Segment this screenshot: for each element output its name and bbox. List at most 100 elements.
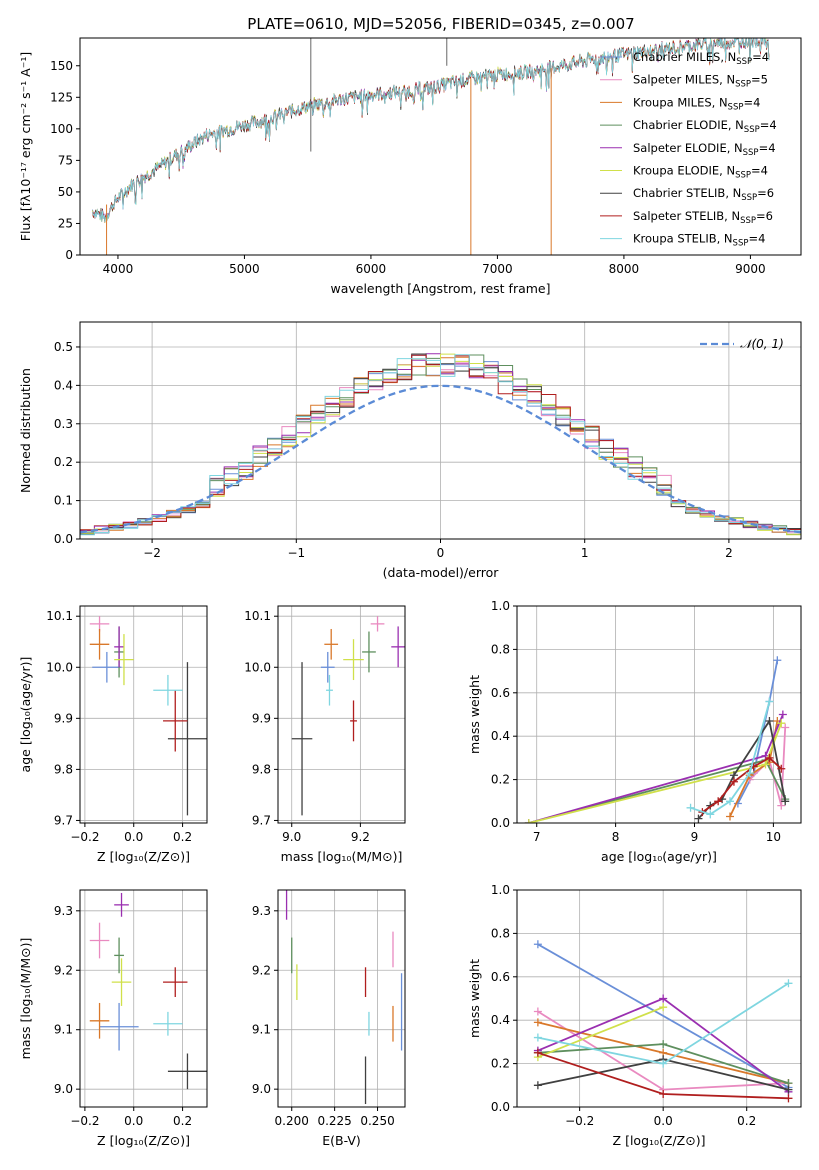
axes-frame xyxy=(79,889,208,1108)
legend-label: 𝒩(0, 1) xyxy=(740,337,784,351)
x-tick-label: 0 xyxy=(437,546,445,560)
panel-spectrum: Chabrier MILES, NSSP=4 Salpeter MILES, NS… xyxy=(18,37,802,296)
y-axis-label: age [log₁₀(age/yr)] xyxy=(18,657,33,773)
x-axis-label: age [log₁₀(age/yr)] xyxy=(601,849,717,864)
weight-marker-salpeter_elodie xyxy=(778,710,787,719)
x-axis-label: wavelength [Angstrom, rest frame] xyxy=(330,281,550,296)
y-axis-label: mass weight xyxy=(467,959,482,1038)
x-tick-label: 0.0 xyxy=(654,1114,673,1128)
x-tick-label: −0.2 xyxy=(70,1114,99,1128)
weight-marker-kroupa_stelib xyxy=(726,797,734,806)
x-tick-label: 5000 xyxy=(229,262,260,276)
axes-frame xyxy=(516,889,802,1108)
plot-area-massweight_vs_Z xyxy=(533,940,793,1103)
y-tick-label: 9.3 xyxy=(252,904,271,918)
weight-marker-salpeter_stelib xyxy=(777,764,786,773)
y-tick-label: 0.4 xyxy=(491,729,510,743)
panel-mass_vs_Z: −0.2 0.0 0.2 9.0 9.1 9.2 9.3 Z [log₁₀(Z/Z⊙)] mas… xyxy=(18,889,208,1148)
weight-marker-kroupa_elodie xyxy=(524,819,533,823)
y-tick-label: 0.2 xyxy=(491,773,510,787)
y-tick-label: 1.0 xyxy=(491,599,510,613)
x-axis-label: Z [log₁₀(Z/Z⊙)] xyxy=(613,1133,706,1148)
panel-age_vs_Z: −0.2 0.0 0.2 9.7 9.8 9.9 10.0 10.1 Z [log₁₀(Z/Z⊙… xyxy=(18,605,208,864)
y-tick-label: 10.1 xyxy=(244,609,271,623)
weight-marker-salpeter_stelib xyxy=(729,777,738,786)
weight-marker-salpeter_stelib xyxy=(714,797,723,806)
weight-marker-salpeter_stelib xyxy=(784,1094,793,1103)
weight-marker-kroupa_elodie xyxy=(659,1003,668,1012)
weight-marker-kroupa_stelib xyxy=(533,1033,542,1042)
weight-marker-salpeter_stelib xyxy=(659,1089,668,1098)
x-tick-label: 8 xyxy=(612,830,620,844)
y-tick-label: 9.8 xyxy=(252,762,271,776)
x-tick-label: 6000 xyxy=(356,262,387,276)
y-tick-label: 9.2 xyxy=(54,963,73,977)
weight-marker-chabrier_miles xyxy=(773,656,782,665)
legend-label: Salpeter MILES, NSSP=5 xyxy=(633,73,768,90)
weight-marker-chabrier_stelib xyxy=(694,814,703,823)
legend-label: Salpeter STELIB, NSSP=6 xyxy=(633,209,773,226)
legend-label: Chabrier MILES, NSSP=4 xyxy=(633,50,769,67)
y-axis-label: mass [log₁₀(M/M⊙)] xyxy=(18,938,33,1060)
y-tick-label: 125 xyxy=(50,90,73,104)
y-tick-label: 0.6 xyxy=(491,970,510,984)
panel-age_vs_mass: 9.0 9.2 9.7 9.8 9.9 10.0 10.1 mass [log₁₀(M/M⊙)… xyxy=(244,605,406,864)
weight-line-chabrier_miles xyxy=(537,943,789,1089)
y-tick-label: 0.2 xyxy=(54,455,73,469)
y-tick-label: 0.8 xyxy=(491,926,510,940)
y-tick-label: 10.0 xyxy=(46,660,73,674)
x-tick-label: 1 xyxy=(581,546,589,560)
weight-marker-chabrier_stelib xyxy=(765,717,774,726)
y-tick-label: 9.1 xyxy=(252,1023,271,1037)
plot-area-spectrum xyxy=(92,38,770,255)
x-tick-label: −0.2 xyxy=(565,1114,594,1128)
weight-marker-chabrier_stelib xyxy=(781,797,790,806)
x-tick-label: 0.2 xyxy=(173,830,192,844)
plot-area-age_vs_Z xyxy=(89,616,207,816)
weight-marker-chabrier_stelib xyxy=(784,1085,793,1094)
x-tick-label: 0.2 xyxy=(737,1114,756,1128)
axes-frame xyxy=(79,605,208,824)
x-axis-label: (data-model)/error xyxy=(383,565,500,580)
y-tick-label: 9.9 xyxy=(54,711,73,725)
weight-line-kroupa_elodie xyxy=(537,1006,664,1058)
y-tick-label: 9.0 xyxy=(252,1082,271,1096)
x-tick-label: −1 xyxy=(287,546,305,560)
weight-marker-salpeter_stelib xyxy=(533,1048,542,1057)
y-tick-label: 0.5 xyxy=(54,340,73,354)
y-tick-label: 25 xyxy=(58,216,73,230)
x-tick-label: 9000 xyxy=(735,262,766,276)
y-tick-label: 0.4 xyxy=(54,378,73,392)
x-tick-label: −0.2 xyxy=(70,830,99,844)
plot-area-residuals xyxy=(80,353,801,536)
axes-frame xyxy=(277,605,406,824)
y-tick-label: 10.1 xyxy=(46,609,73,623)
plot-area-mass_vs_ebv xyxy=(285,890,403,1105)
y-tick-label: 0.2 xyxy=(491,1057,510,1071)
x-tick-label: 0.250 xyxy=(360,1114,394,1128)
weight-marker-kroupa_stelib xyxy=(765,697,774,706)
y-tick-label: 9.1 xyxy=(54,1023,73,1037)
y-tick-label: 0.0 xyxy=(491,816,510,830)
x-axis-label: mass [log₁₀(M/M⊙)] xyxy=(281,849,403,864)
x-axis-label: Z [log₁₀(Z/Z⊙)] xyxy=(97,849,190,864)
x-tick-label: 9.0 xyxy=(282,830,301,844)
axes-frame xyxy=(79,37,802,256)
weight-marker-kroupa_miles xyxy=(533,1018,542,1027)
y-tick-label: 150 xyxy=(50,59,73,73)
y-tick-label: 0.6 xyxy=(491,686,510,700)
y-tick-label: 9.3 xyxy=(54,904,73,918)
x-tick-label: 2 xyxy=(725,546,733,560)
x-tick-label: 0.0 xyxy=(124,830,143,844)
weight-line-chabrier_miles xyxy=(737,660,779,804)
y-tick-label: 50 xyxy=(58,185,73,199)
panel-massweight_vs_Z: −0.2 0.0 0.2 0.0 0.2 0.4 0.6 0.8 1.0 Z [log₁₀(Z/Z… xyxy=(467,883,802,1148)
weight-line-salpeter_stelib xyxy=(701,756,782,813)
y-tick-label: 10.0 xyxy=(244,660,271,674)
y-tick-label: 9.7 xyxy=(252,813,271,827)
y-tick-label: 0.8 xyxy=(491,642,510,656)
weight-marker-kroupa_stelib xyxy=(659,1059,668,1068)
y-tick-label: 0.4 xyxy=(491,1013,510,1027)
x-tick-label: −2 xyxy=(143,546,161,560)
